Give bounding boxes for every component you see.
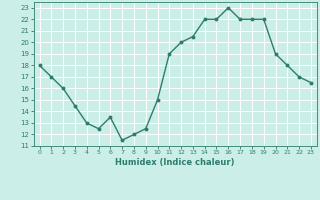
X-axis label: Humidex (Indice chaleur): Humidex (Indice chaleur) [116, 158, 235, 167]
